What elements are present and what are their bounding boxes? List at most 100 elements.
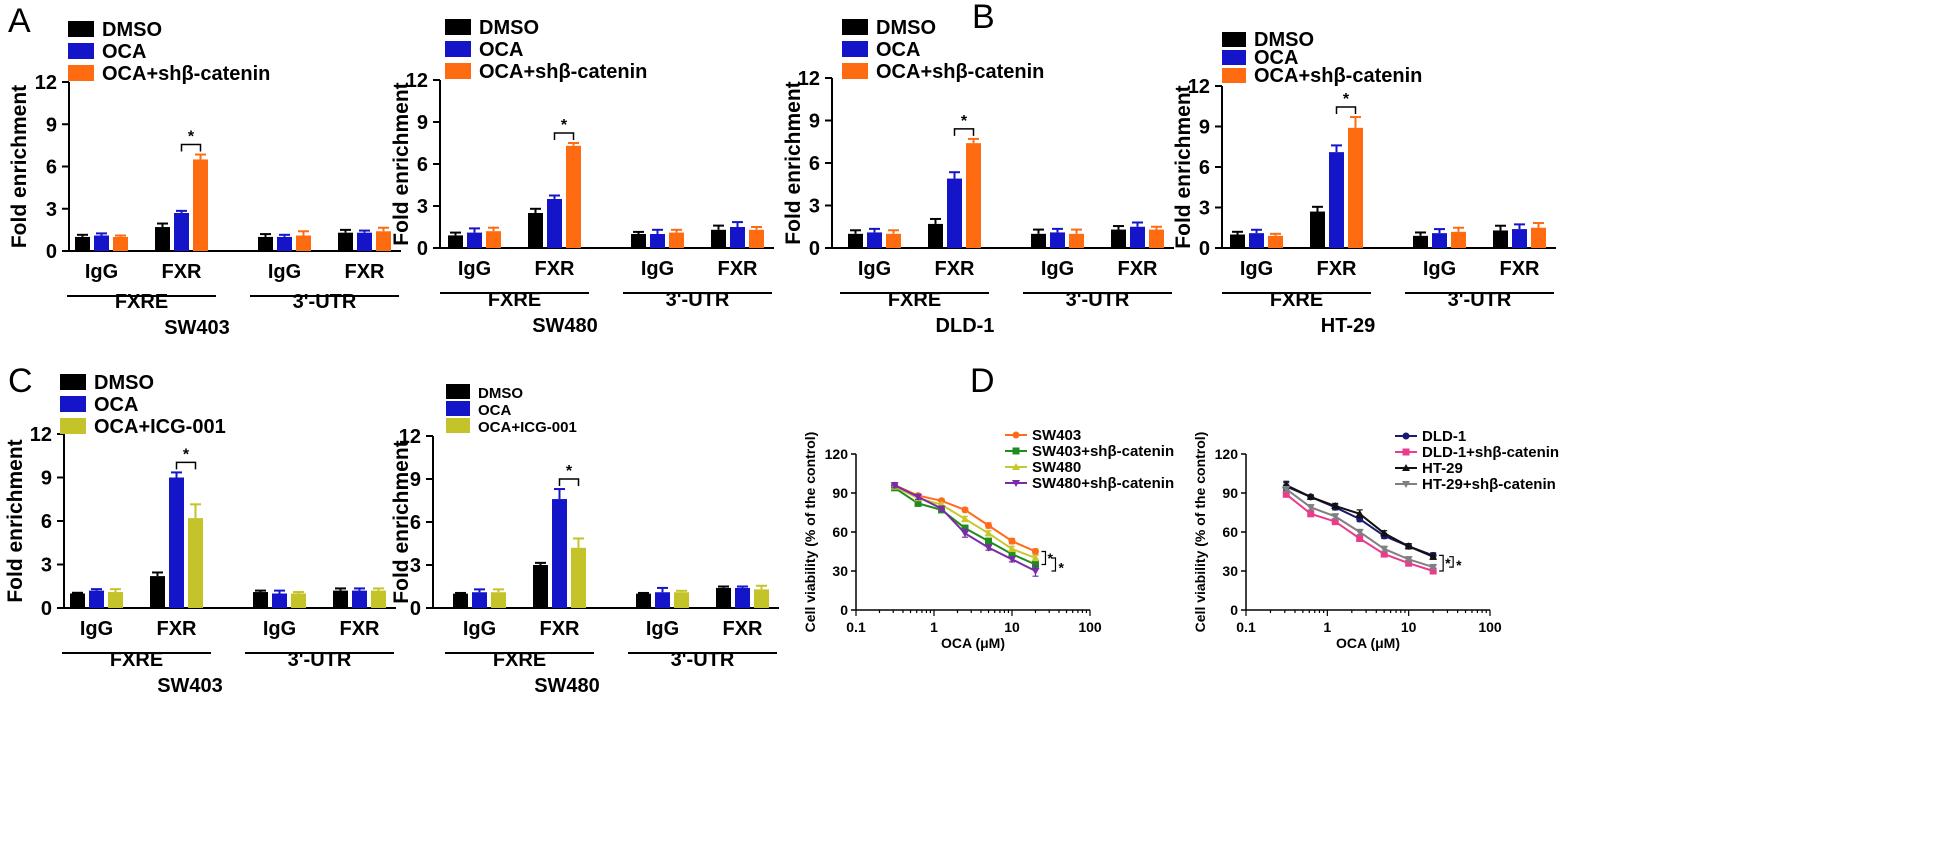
bar-oca-sh-catenin: [1348, 127, 1363, 248]
bar-dmso: [75, 236, 90, 251]
legend-marker: [1012, 431, 1020, 439]
bar-oca: [650, 234, 665, 248]
legend-label: OCA: [876, 39, 920, 61]
data-point: [1355, 509, 1364, 517]
legend-marker: [1012, 480, 1020, 487]
chart-title: DLD-1: [936, 315, 995, 337]
x-tick-label: IgG: [80, 618, 113, 640]
bar-oca: [947, 178, 962, 248]
y-axis-label: Fold enrichment: [8, 85, 31, 248]
data-point: [961, 515, 970, 522]
bar-oca: [89, 590, 104, 608]
x-tick-label: IgG: [858, 258, 891, 280]
y-axis-label: Cell viability (% of the control): [802, 432, 818, 633]
data-point: [961, 506, 969, 514]
legend-marker: [1402, 448, 1410, 456]
significance-bracket: [1439, 554, 1444, 572]
x-tick-label: IgG: [85, 261, 118, 283]
significance-bracket: [175, 461, 197, 470]
significance-bracket: [558, 478, 580, 487]
legend-marker: [1402, 432, 1410, 440]
data-point: [1306, 492, 1315, 500]
data-point: [1031, 561, 1039, 568]
bar-oca: [730, 227, 745, 248]
bar-oca: [552, 499, 567, 608]
line-chart-2: 0 30 60 90 120 0.1 1 10 100 OCA (μM) Cell viabilit…: [1192, 428, 1559, 651]
legend-label: DMSO: [479, 17, 539, 39]
data-point: [1307, 510, 1315, 518]
legend-label: DMSO: [1254, 29, 1314, 51]
legend-swatch: [68, 43, 94, 59]
bar-oca-sh-catenin: [966, 143, 981, 248]
data-point: [985, 522, 993, 529]
data-point: [1331, 513, 1340, 521]
bar-oca: [1329, 152, 1344, 248]
bar-oca-icg-001: [188, 518, 203, 608]
x-tick-label: IgG: [463, 618, 496, 640]
data-point: [1331, 518, 1339, 526]
data-point: [961, 524, 969, 532]
legend-label: SW480: [1032, 459, 1081, 476]
bar-dmso: [631, 234, 646, 248]
bar-oca: [174, 212, 189, 251]
bar-dmso: [333, 590, 348, 608]
y-tick-label: 3: [417, 196, 428, 218]
legend-label: SW403+shβ-catenin: [1032, 443, 1174, 460]
legend-label: DMSO: [876, 17, 936, 39]
y-tick-label: 0: [417, 238, 428, 260]
x-tick-label: IgG: [263, 618, 296, 640]
bar-dmso: [1031, 233, 1046, 248]
significance-star: *: [1445, 555, 1451, 571]
y-tick-label: 9: [410, 469, 421, 491]
significance-star: *: [566, 463, 573, 480]
bar-oca: [1130, 226, 1145, 248]
data-point: [1031, 554, 1040, 561]
legend-swatch: [1222, 50, 1246, 65]
panel-label-b: B: [972, 0, 995, 36]
legend-swatch: [445, 63, 471, 79]
bar-oca: [735, 587, 750, 608]
bar-oca-sh-catenin: [1451, 231, 1466, 248]
chart-title: SW403: [157, 675, 223, 697]
bar-oca: [472, 592, 487, 608]
significance-bracket: [180, 143, 202, 152]
y-tick-label: 6: [1199, 157, 1210, 179]
bar-dmso: [253, 592, 268, 608]
data-point: [1355, 529, 1364, 536]
significance-bracket: [553, 132, 575, 140]
bar-oca-sh-catenin: [113, 236, 128, 251]
bar-oca: [357, 232, 372, 251]
x-tick-label: 0.1: [1236, 619, 1256, 635]
data-point: [937, 505, 946, 513]
group-label: FXRE: [1270, 289, 1323, 311]
bar-oca: [272, 593, 287, 608]
significance-bracket: [953, 128, 975, 136]
significance-star: *: [961, 113, 968, 130]
x-tick-label: IgG: [458, 258, 491, 280]
significance-bracket: [1041, 550, 1047, 566]
group-label: 3'-UTR: [671, 649, 735, 671]
x-tick-label: 0.1: [846, 619, 866, 635]
bar-dmso: [453, 593, 468, 608]
x-tick-label: FXR: [1500, 258, 1541, 280]
series-line: [894, 485, 1036, 559]
legend-marker: [1012, 463, 1020, 470]
legend-label: OCA+shβ-catenin: [102, 63, 270, 85]
bar-oca-icg-001: [371, 590, 386, 608]
bar-dmso: [636, 593, 651, 608]
data-point: [1306, 504, 1315, 512]
bar-dmso: [1230, 234, 1245, 248]
chart-title: HT-29: [1321, 315, 1375, 337]
bar-dmso: [150, 576, 165, 608]
data-point: [1008, 544, 1016, 552]
y-tick-label: 0: [809, 238, 820, 260]
significance-bracket: [1051, 557, 1057, 572]
bar-dmso: [848, 233, 863, 248]
y-tick-label: 12: [35, 72, 57, 94]
group-label: FXRE: [488, 289, 541, 311]
x-tick-label: FXR: [157, 618, 198, 640]
data-point: [1429, 552, 1438, 560]
bar-dmso: [448, 235, 463, 248]
group-label: 3'-UTR: [288, 649, 352, 671]
